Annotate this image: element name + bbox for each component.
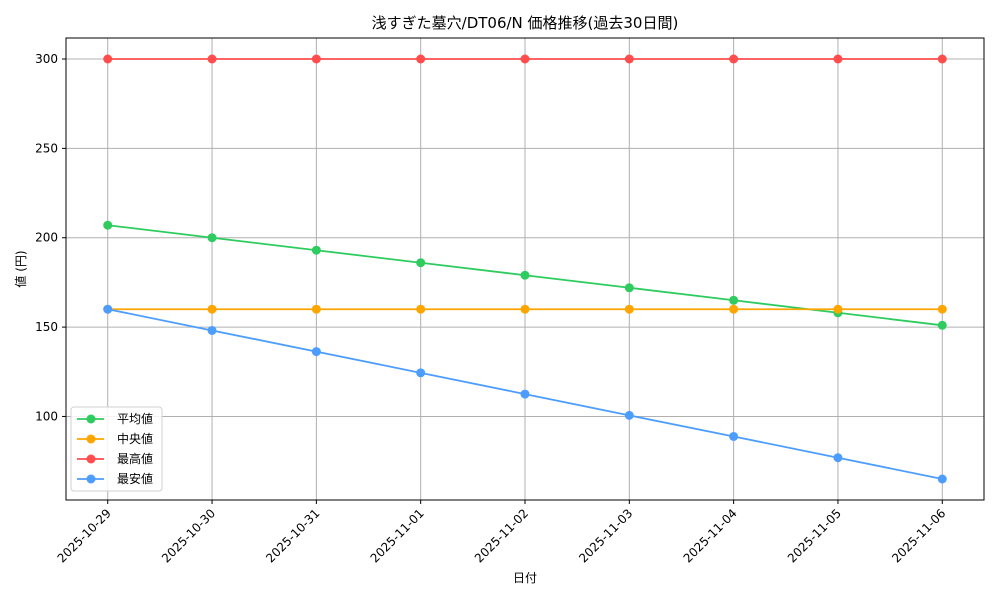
data-point: [729, 431, 739, 441]
data-point: [937, 474, 947, 484]
data-point: [833, 54, 843, 64]
x-tick-label: 2025-11-02: [472, 506, 531, 565]
data-point: [416, 258, 426, 268]
data-point: [416, 304, 426, 314]
data-point: [729, 295, 739, 305]
legend-label: 中央値: [117, 431, 153, 446]
data-point: [416, 54, 426, 64]
y-tick-label: 100: [35, 409, 58, 423]
legend-marker: [86, 474, 96, 484]
data-point: [624, 283, 634, 293]
data-point: [207, 304, 217, 314]
y-axis: 100 150 200 250 300: [35, 52, 66, 423]
data-point: [833, 304, 843, 314]
x-tick-label: 2025-11-04: [681, 506, 740, 565]
x-tick-label: 2025-11-01: [368, 506, 427, 565]
legend-marker: [86, 454, 96, 464]
series-1: [103, 304, 947, 314]
data-point: [416, 368, 426, 378]
data-point: [937, 304, 947, 314]
x-tick-label: 2025-11-03: [576, 506, 635, 565]
data-point: [520, 304, 530, 314]
y-axis-label: 値 (円): [13, 250, 28, 287]
data-point: [103, 54, 113, 64]
data-point: [729, 54, 739, 64]
data-point: [311, 245, 321, 255]
x-axis: 2025-10-29 2025-10-30 2025-10-31 2025-11-01…: [55, 500, 948, 565]
x-tick-label: 2025-11-05: [785, 506, 844, 565]
series-lines: [103, 54, 947, 484]
data-point: [103, 304, 113, 314]
data-point: [311, 54, 321, 64]
data-point: [520, 54, 530, 64]
x-tick-label: 2025-10-30: [159, 506, 218, 565]
legend-marker: [86, 434, 96, 444]
x-axis-label: 日付: [513, 571, 537, 585]
data-point: [311, 347, 321, 357]
data-point: [729, 304, 739, 314]
x-tick-label: 2025-10-31: [263, 506, 322, 565]
data-point: [624, 304, 634, 314]
data-point: [207, 233, 217, 243]
data-point: [833, 453, 843, 463]
chart-title: 浅すぎた墓穴/DT06/N 価格推移(過去30日間): [372, 14, 679, 32]
legend-label: 最高値: [117, 451, 153, 466]
x-tick-label: 2025-11-06: [889, 506, 948, 565]
data-point: [624, 54, 634, 64]
series-3: [103, 304, 947, 484]
legend-label: 最安値: [117, 471, 153, 486]
x-tick-label: 2025-10-29: [55, 506, 114, 565]
data-point: [624, 410, 634, 420]
series-2: [103, 54, 947, 64]
y-tick-label: 150: [35, 320, 58, 334]
grid: [66, 38, 984, 500]
y-tick-label: 250: [35, 141, 58, 155]
y-tick-label: 300: [35, 52, 58, 66]
data-point: [207, 325, 217, 335]
data-point: [311, 304, 321, 314]
data-point: [520, 270, 530, 280]
data-point: [103, 220, 113, 230]
legend-label: 平均値: [117, 411, 153, 426]
data-point: [520, 389, 530, 399]
data-point: [937, 320, 947, 330]
data-point: [207, 54, 217, 64]
y-tick-label: 200: [35, 231, 58, 245]
data-point: [937, 54, 947, 64]
legend-marker: [86, 414, 96, 424]
legend-box: [70, 406, 163, 492]
